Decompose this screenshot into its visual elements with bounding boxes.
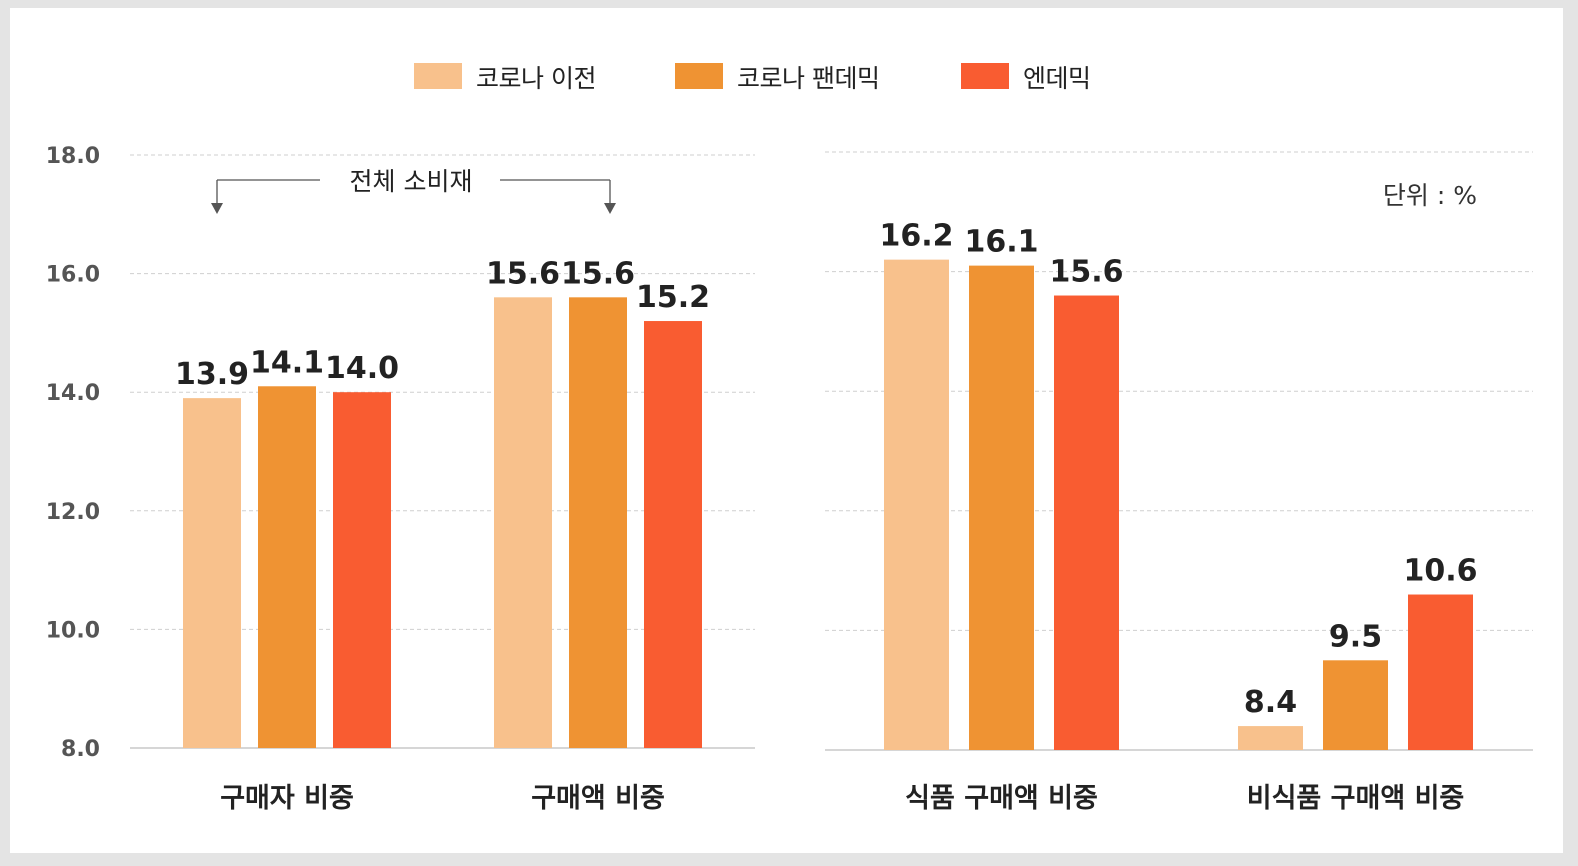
bar-value-label: 15.6: [486, 256, 560, 291]
bar: [969, 265, 1034, 750]
y-tick-label: 16.0: [46, 263, 100, 288]
bar-value-label: 15.6: [1049, 255, 1123, 290]
bar-value-label: 16.2: [879, 219, 953, 254]
legend-label-endemic: 엔데믹: [1023, 64, 1091, 93]
bar: [1238, 726, 1303, 750]
bar: [258, 386, 316, 748]
y-tick-label: 18.0: [46, 144, 100, 169]
bar: [494, 297, 552, 748]
bar-value-label: 14.1: [250, 345, 324, 380]
overall-bracket: 전체 소비재: [211, 167, 616, 214]
bar-value-label: 10.6: [1403, 554, 1477, 589]
bar-value-label: 15.2: [636, 280, 710, 315]
x-category-label: 식품 구매액 비중: [905, 783, 1098, 814]
bracket-arrow-right-icon: [604, 203, 616, 214]
bars: [183, 259, 1473, 750]
x-category-label: 구매자 비중: [220, 783, 354, 814]
x-category-label: 구매액 비중: [531, 783, 665, 814]
bar-value-label: 15.6: [561, 256, 635, 291]
bar: [644, 321, 702, 748]
y-tick-label: 8.0: [61, 737, 100, 762]
y-axis: 8.0 10.0 12.0 14.0 16.0 18.0: [46, 144, 100, 762]
data-labels: 13.9 14.1 14.015.6 15.615.216.2 16.115.68.49…: [175, 219, 1478, 720]
y-tick-label: 12.0: [46, 500, 100, 525]
legend: 코로나 이전 코로나 팬데믹 엔데믹: [0, 55, 1578, 99]
bar-value-label: 13.9: [175, 357, 249, 392]
y-tick-label: 10.0: [46, 618, 100, 643]
legend-swatch-pandemic: [675, 63, 723, 89]
category-labels: 구매자 비중 구매액 비중 식품 구매액 비중 비식품 구매액 비중: [220, 783, 1464, 814]
bar-value-label: 9.5: [1329, 619, 1382, 654]
bar: [569, 297, 627, 748]
x-category-label: 비식품 구매액 비중: [1247, 783, 1465, 814]
bar: [183, 398, 241, 748]
bar-value-label: 16.1: [964, 225, 1038, 260]
bracket-arrow-left-icon: [211, 203, 223, 214]
legend-swatch-endemic: [961, 63, 1009, 89]
bar-value-label: 8.4: [1244, 685, 1297, 720]
bar: [333, 392, 391, 748]
legend-swatch-pre-covid: [414, 63, 462, 89]
bar: [1408, 594, 1473, 750]
legend-label-pre-covid: 코로나 이전: [476, 64, 596, 93]
legend-label-pandemic: 코로나 팬데믹: [737, 64, 880, 93]
y-tick-label: 14.0: [46, 381, 100, 406]
unit-label: 단위 : %: [1383, 181, 1477, 210]
bar: [1054, 295, 1119, 750]
bar: [884, 259, 949, 750]
bracket-label: 전체 소비재: [350, 167, 473, 196]
bar-value-label: 14.0: [325, 351, 399, 386]
bar: [1323, 660, 1388, 750]
